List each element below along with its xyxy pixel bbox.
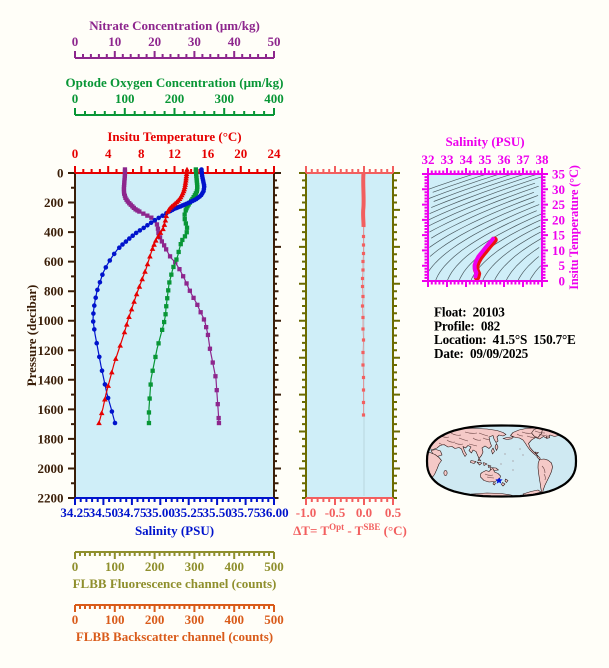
svg-text:200: 200	[165, 91, 185, 106]
svg-text:0.5: 0.5	[385, 505, 402, 520]
svg-text:100: 100	[115, 91, 135, 106]
svg-text:35.00: 35.00	[146, 505, 175, 520]
svg-text:FLBB Backscatter channel (coun: FLBB Backscatter channel (counts)	[76, 629, 273, 644]
svg-text:10: 10	[108, 34, 121, 49]
svg-text:38: 38	[536, 152, 550, 167]
svg-text:50: 50	[268, 34, 281, 49]
svg-text:35.75: 35.75	[231, 505, 261, 520]
svg-text:24: 24	[268, 146, 282, 161]
svg-text:5: 5	[559, 258, 566, 273]
svg-text:500: 500	[264, 612, 284, 627]
svg-text:30: 30	[552, 182, 565, 197]
svg-text:35.25: 35.25	[174, 505, 204, 520]
svg-text:1000: 1000	[38, 313, 64, 328]
svg-text:0: 0	[72, 559, 79, 574]
svg-text:35: 35	[479, 152, 493, 167]
svg-text:Nitrate Concentration (μm/kg): Nitrate Concentration (μm/kg)	[89, 18, 260, 33]
svg-text:8: 8	[138, 146, 145, 161]
svg-text:Location: 41.5°S 150.7°E: Location: 41.5°S 150.7°E	[434, 332, 576, 347]
svg-text:35.50: 35.50	[202, 505, 231, 520]
svg-text:16: 16	[201, 146, 215, 161]
svg-text:40: 40	[228, 34, 241, 49]
svg-text:2200: 2200	[38, 491, 64, 506]
svg-text:FLBB Fluorescence channel (cou: FLBB Fluorescence channel (counts)	[73, 576, 277, 591]
svg-text:25: 25	[552, 197, 566, 212]
svg-text:1400: 1400	[38, 372, 64, 387]
svg-text:0: 0	[72, 612, 79, 627]
svg-text:35: 35	[552, 167, 566, 182]
svg-text:0: 0	[559, 274, 566, 289]
svg-text:100: 100	[105, 612, 125, 627]
svg-text:0: 0	[57, 166, 64, 181]
svg-text:Insitu Temperature (°C): Insitu Temperature (°C)	[107, 129, 241, 144]
svg-text:800: 800	[44, 284, 64, 299]
svg-text:Insitu Temperature (°C): Insitu Temperature (°C)	[567, 165, 581, 290]
svg-text:20: 20	[552, 212, 565, 227]
svg-text:-1.0: -1.0	[296, 505, 317, 520]
svg-text:20: 20	[148, 34, 161, 49]
svg-text:33: 33	[441, 152, 455, 167]
svg-text:Float: 20103: Float: 20103	[434, 305, 505, 320]
svg-text:0: 0	[72, 34, 79, 49]
svg-text:400: 400	[264, 91, 284, 106]
svg-text:200: 200	[145, 559, 165, 574]
svg-text:0: 0	[72, 91, 79, 106]
svg-text:4: 4	[105, 146, 112, 161]
svg-text:36.00: 36.00	[259, 505, 288, 520]
svg-text:400: 400	[224, 559, 244, 574]
svg-text:400: 400	[44, 225, 64, 240]
svg-text:200: 200	[44, 195, 64, 210]
svg-text:300: 300	[185, 612, 205, 627]
svg-text:20: 20	[234, 146, 247, 161]
svg-text:0.0: 0.0	[356, 505, 372, 520]
svg-text:34.25: 34.25	[60, 505, 90, 520]
svg-text:Pressure (decibar): Pressure (decibar)	[24, 285, 39, 387]
svg-text:100: 100	[105, 559, 125, 574]
svg-text:300: 300	[214, 91, 234, 106]
svg-text:300: 300	[185, 559, 205, 574]
svg-text:Optode Oxygen Concentration (μ: Optode Oxygen Concentration (μm/kg)	[66, 75, 284, 90]
svg-text:500: 500	[264, 559, 284, 574]
svg-text:-0.5: -0.5	[325, 505, 346, 520]
svg-text:34: 34	[460, 152, 474, 167]
svg-text:Profile: 082: Profile: 082	[434, 318, 501, 333]
svg-text:37: 37	[517, 152, 531, 167]
svg-text:ΔT= TOpt - TSBE (°C): ΔT= TOpt - TSBE (°C)	[293, 522, 407, 538]
svg-text:1200: 1200	[38, 343, 64, 358]
svg-text:15: 15	[552, 228, 566, 243]
svg-text:Date: 09/09/2025: Date: 09/09/2025	[434, 346, 529, 361]
svg-text:12: 12	[168, 146, 181, 161]
svg-text:1800: 1800	[38, 431, 64, 446]
svg-text:1600: 1600	[38, 402, 64, 417]
svg-text:Salinity (PSU): Salinity (PSU)	[135, 523, 214, 538]
svg-text:34.75: 34.75	[117, 505, 147, 520]
svg-text:30: 30	[188, 34, 201, 49]
svg-text:Salinity (PSU): Salinity (PSU)	[445, 134, 524, 149]
svg-text:2000: 2000	[38, 461, 64, 476]
svg-text:10: 10	[552, 243, 565, 258]
svg-text:400: 400	[224, 612, 244, 627]
svg-text:0: 0	[72, 146, 79, 161]
svg-text:36: 36	[498, 152, 512, 167]
svg-text:200: 200	[145, 612, 165, 627]
svg-text:600: 600	[44, 254, 64, 269]
svg-text:32: 32	[422, 152, 435, 167]
svg-text:34.50: 34.50	[89, 505, 118, 520]
